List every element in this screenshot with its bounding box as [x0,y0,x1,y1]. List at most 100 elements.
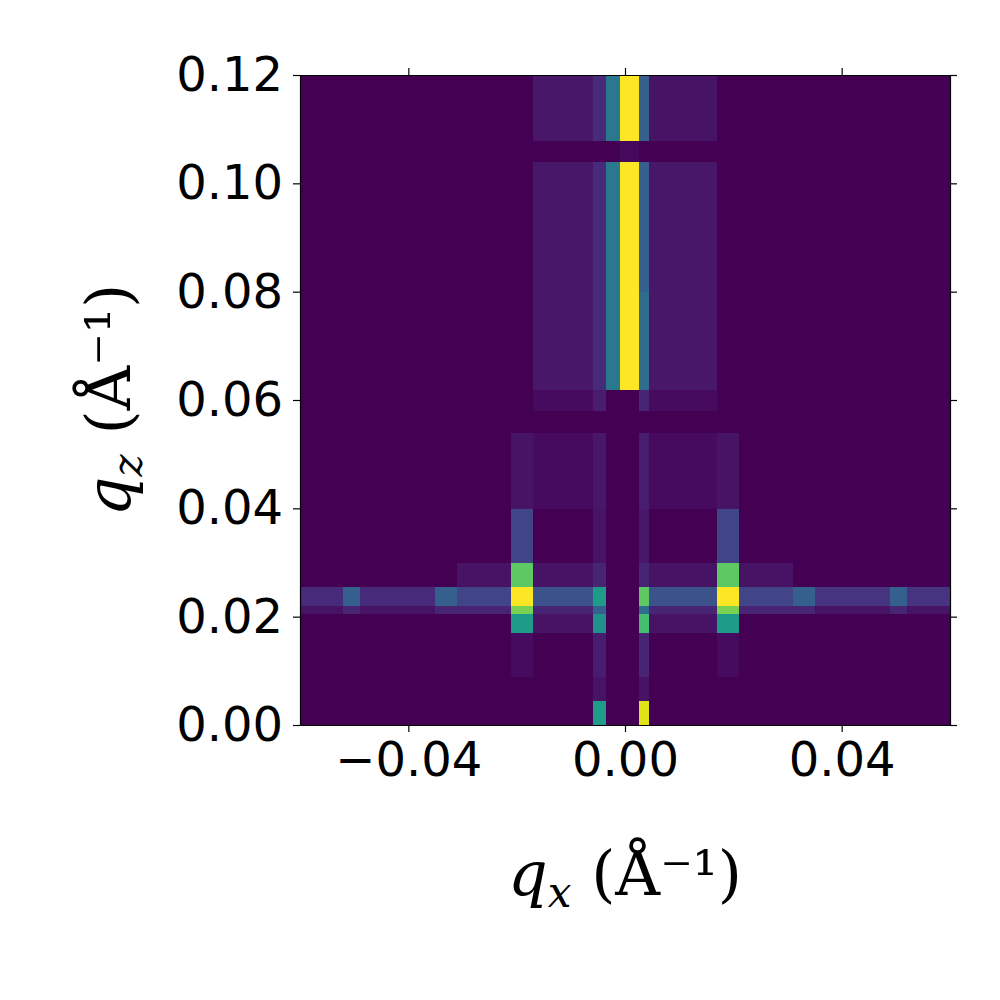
tick-mark [950,617,957,618]
heatmap-cell [360,389,436,411]
heatmap-cell [639,676,650,701]
heatmap-cell [435,411,457,433]
heatmap-cell [593,606,607,615]
heatmap-cell [606,614,620,633]
heatmap-cell [360,433,436,509]
axis-line [300,76,301,726]
heatmap-cell [593,563,607,588]
heatmap-cell [717,75,739,141]
heatmap-cell [593,614,607,633]
heatmap-cell [890,433,907,509]
heatmap-cell [533,433,593,509]
heatmap-cell [649,389,717,411]
heatmap-cell [639,433,650,509]
heatmap-cell [593,676,607,701]
heatmap-cell [533,411,593,433]
heatmap-cell [649,162,717,293]
heatmap-cell [435,75,457,141]
heatmap-cell [815,614,891,633]
heatmap-cell [300,433,344,509]
heatmap-cell [620,701,639,725]
heatmap-cell [815,563,891,588]
tick: 0.12 [176,46,300,102]
heatmap-cell [435,508,457,563]
tick [950,617,957,618]
heatmap-cell [435,292,457,390]
tick [950,183,957,184]
heatmap-cell [907,389,950,411]
heatmap-cell [793,389,815,411]
heatmap-cell [815,162,891,293]
heatmap-cell [533,140,593,162]
heatmap-cell [639,75,650,141]
heatmap-cell [533,563,593,588]
heatmap-cell [793,292,815,390]
heatmap-cell [300,292,344,390]
heatmap-cell [793,140,815,162]
tick: 0.02 [176,588,300,644]
tick [950,725,957,726]
heatmap-cell [639,587,650,606]
heatmap-cell [533,162,593,293]
heatmap-cell [457,614,512,633]
heatmap-cell [435,389,457,411]
heatmap-cell [649,563,717,588]
heatmap-cell [343,676,360,701]
heatmap-cell [620,606,639,615]
tick-mark [293,183,300,184]
heatmap-cell [300,389,344,411]
tick-mark [625,68,626,75]
heatmap-cell [815,606,891,615]
heatmap-cell [717,433,739,509]
heatmap-cell [890,563,907,588]
heatmap-cell [606,633,620,677]
heatmap-cell [620,508,639,563]
heatmap-cell [793,676,815,701]
heatmap-cell [457,633,512,677]
heatmap-cell [343,75,360,141]
heatmap-cell [717,587,739,606]
tick-label: 0.00 [176,696,283,752]
heatmap-cell [511,701,533,725]
heatmap-cell [717,411,739,433]
tick-mark [950,508,957,509]
heatmap-cell [620,162,639,293]
tick-mark [293,508,300,509]
heatmap-cell [511,606,533,615]
heatmap-cell [435,633,457,677]
heatmap-cell [435,433,457,509]
tick-mark [293,617,300,618]
tick-mark [842,68,843,75]
heatmap-cell [890,606,907,615]
heatmap-cell [343,389,360,411]
heatmap-cell [511,140,533,162]
heatmap-cell [793,587,815,606]
heatmap-cell [739,389,794,411]
heatmap-cell [639,508,650,563]
heatmap-cell [606,433,620,509]
tick-label: 0.10 [176,154,283,210]
heatmap-cell [593,433,607,509]
heatmap-cell [343,162,360,293]
heatmap-cell [343,633,360,677]
heatmap-cell [649,614,717,633]
heatmap-cell [593,411,607,433]
heatmap-cell [606,389,620,411]
heatmap-cell [639,292,650,390]
heatmap-cell [593,633,607,677]
heatmap-cell [533,508,593,563]
heatmap-cell [593,292,607,390]
heatmap-cell [435,701,457,725]
heatmap-cell [739,606,794,615]
heatmap-cell [593,587,607,606]
heatmap-cell [593,389,607,411]
tick-mark [293,725,300,726]
axis-title: qx (Å⁻¹) [508,837,742,917]
heatmap-cell [639,701,650,725]
heatmap-cell [511,162,533,293]
heatmap-cell [606,292,620,390]
heatmap-cell [435,162,457,293]
heatmap-cell [815,587,891,606]
tick [950,400,957,401]
heatmap-cell [360,411,436,433]
